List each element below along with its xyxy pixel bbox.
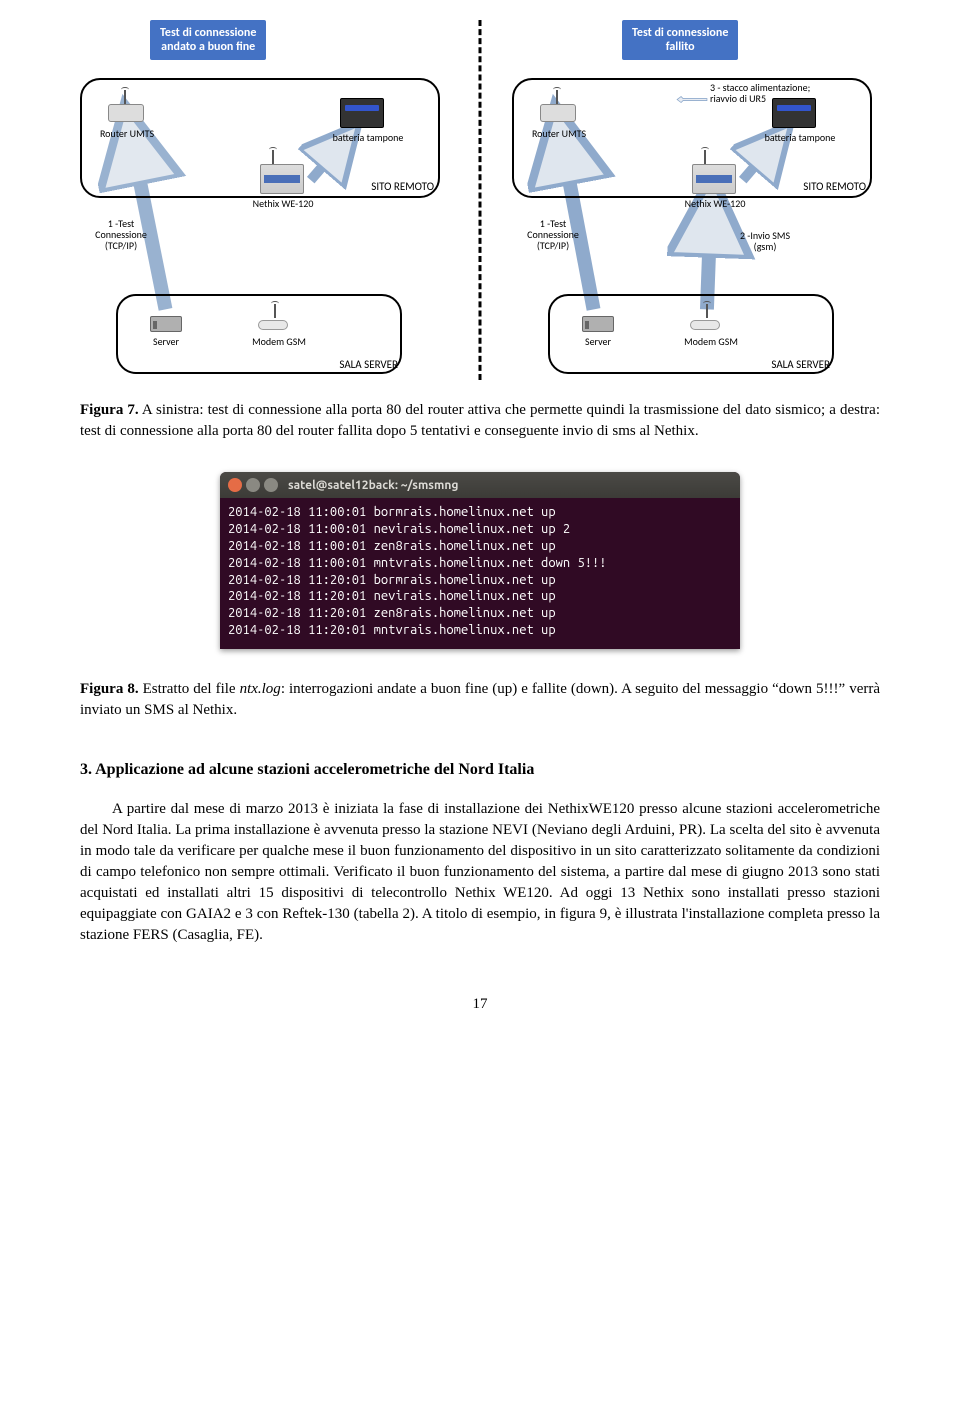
figure-8-italic: ntx.log [240, 681, 281, 697]
nethix-label-right: Nethix WE-120 [670, 198, 760, 209]
page-number: 17 [80, 996, 880, 1013]
figure-7-text: A sinistra: test di connessione alla por… [80, 402, 880, 439]
figure-8-text-a: Estratto del file [139, 681, 240, 697]
figure-7-label: Figura 7. [80, 402, 139, 418]
close-icon[interactable] [228, 478, 242, 492]
terminal-line: 2014-02-18 11:20:01 bormrais.homelinux.n… [228, 572, 732, 589]
terminal-line: 2014-02-18 11:20:01 zen8rais.homelinux.n… [228, 605, 732, 622]
test-label-left: 1 -Test Connessione (TCP/IP) [86, 218, 156, 251]
router-label-right: Router UMTS [520, 128, 598, 139]
terminal-line: 2014-02-18 11:20:01 mntvrais.homelinux.n… [228, 622, 732, 639]
nethix-label-left: Nethix WE-120 [238, 198, 328, 209]
nethix-antenna-left [272, 150, 274, 164]
figure-7-caption: Figura 7. A sinistra: test di connession… [80, 400, 880, 442]
banner-success: Test di connessione andato a buon fine [150, 20, 266, 60]
server-label-right: Server [574, 336, 622, 347]
figure-7-diagram: Test di connessione andato a buon fine R… [80, 20, 880, 380]
battery-icon-right [772, 98, 816, 128]
banner-failed: Test di connessione fallito [622, 20, 738, 60]
minimize-icon[interactable] [246, 478, 260, 492]
section-3-paragraph: A partire dal mese di marzo 2013 è inizi… [80, 799, 880, 946]
terminal-line: 2014-02-18 11:00:01 mntvrais.homelinux.n… [228, 555, 732, 572]
terminal-body: 2014-02-18 11:00:01 bormrais.homelinux.n… [220, 498, 740, 649]
terminal-titlebar: satel@satel12back: ~/smsmng [220, 472, 740, 498]
diagram-left-success: Test di connessione andato a buon fine R… [80, 20, 448, 380]
modem-label-right: Modem GSM [676, 336, 746, 347]
router-antenna-right [556, 90, 558, 104]
router-label-left: Router UMTS [88, 128, 166, 139]
modem-icon-right [690, 320, 720, 330]
sito-remoto-label-left: SITO REMOTO [340, 180, 434, 193]
modem-label-left: Modem GSM [244, 336, 314, 347]
diagram-divider [479, 20, 482, 380]
sala-server-label-right: SALA SERVER [742, 358, 830, 371]
figure-8-caption: Figura 8. Estratto del file ntx.log: int… [80, 679, 880, 721]
banner-success-text: Test di connessione andato a buon fine [160, 26, 256, 54]
nethix-icon-left [260, 164, 304, 194]
server-icon-right [582, 316, 614, 332]
terminal-line: 2014-02-18 11:00:01 bormrais.homelinux.n… [228, 504, 732, 521]
banner-failed-text: Test di connessione fallito [632, 26, 728, 54]
nethix-icon-right [692, 164, 736, 194]
router-icon-right [540, 104, 576, 122]
section-3-heading: 3. Applicazione ad alcune stazioni accel… [80, 761, 880, 779]
server-icon-left [150, 316, 182, 332]
router-antenna-left [124, 90, 126, 104]
maximize-icon[interactable] [264, 478, 278, 492]
battery-label-left: batteria tampone [328, 132, 408, 143]
router-icon-left [108, 104, 144, 122]
battery-label-right: batteria tampone [760, 132, 840, 143]
terminal-line: 2014-02-18 11:00:01 nevirais.homelinux.n… [228, 521, 732, 538]
terminal-line: 2014-02-18 11:00:01 zen8rais.homelinux.n… [228, 538, 732, 555]
terminal-title: satel@satel12back: ~/smsmng [288, 479, 458, 492]
modem-icon-left [258, 320, 288, 330]
server-label-left: Server [142, 336, 190, 347]
diagram-right-failed: Test di connessione fallito Router UMTS … [512, 20, 880, 380]
sito-remoto-label-right: SITO REMOTO [772, 180, 866, 193]
nethix-antenna-right [704, 150, 706, 164]
battery-icon-left [340, 98, 384, 128]
modem-antenna-right [706, 304, 708, 318]
modem-antenna-left [274, 304, 276, 318]
test-label-right: 1 -Test Connessione (TCP/IP) [518, 218, 588, 251]
terminal-line: 2014-02-18 11:20:01 nevirais.homelinux.n… [228, 588, 732, 605]
sms-label: 2 -Invio SMS (gsm) [728, 230, 802, 252]
figure-8-label: Figura 8. [80, 681, 139, 697]
sala-server-label-left: SALA SERVER [310, 358, 398, 371]
terminal-window: satel@satel12back: ~/smsmng 2014-02-18 1… [220, 472, 740, 649]
